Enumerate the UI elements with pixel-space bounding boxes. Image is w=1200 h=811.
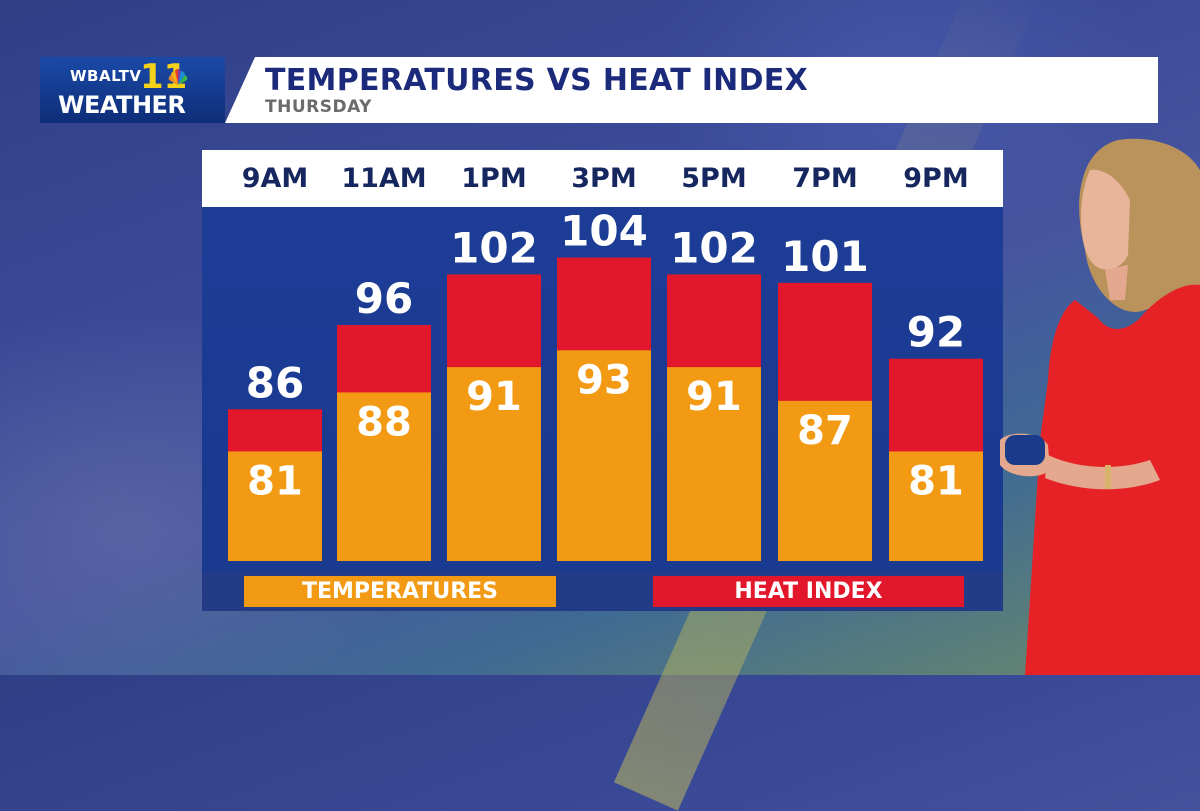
temperature-bar (778, 400, 872, 561)
time-label-11am: 11AM (341, 163, 427, 194)
logo-weather: WEATHER (58, 91, 186, 119)
heat-index-value-label: 101 (781, 232, 869, 281)
time-axis-row: 9AM 11AM 1PM 3PM 5PM 7PM 9PM (202, 150, 1003, 207)
temperature-value-label: 93 (576, 357, 632, 403)
temperature-bar (337, 392, 431, 561)
heat-index-value-label: 104 (560, 207, 648, 256)
legend-heat-index: HEAT INDEX (653, 576, 964, 607)
legend-temperatures: TEMPERATURES (244, 576, 556, 607)
temperature-bar (667, 367, 761, 561)
chart-title: TEMPERATURES VS HEAT INDEX (265, 63, 809, 98)
graphic-header: WBALTV 11 WEATHER TEMPERATURES VS HEAT I… (40, 57, 1158, 123)
meteorologist-presenter (1000, 138, 1200, 675)
heat-index-value-label: 102 (450, 223, 538, 272)
time-label-1pm: 1PM (461, 163, 527, 194)
time-label-9am: 9AM (241, 163, 309, 194)
time-label-9pm: 9PM (903, 163, 969, 194)
bar-chart: 86 81 96 88 102 91 104 93 102 91 101 87 92 81 (228, 207, 983, 561)
peacock-icon (168, 68, 188, 85)
heat-index-value-label: 86 (246, 358, 304, 407)
temperature-value-label: 87 (797, 408, 853, 454)
temperature-value-label: 91 (686, 374, 742, 420)
temperature-value-label: 91 (466, 374, 522, 420)
time-label-7pm: 7PM (792, 163, 858, 194)
temperature-bar (228, 451, 322, 561)
chart-panel: 9AM 11AM 1PM 3PM 5PM 7PM 9PM 86 81 96 88 102 91 104 9… (202, 150, 1003, 611)
temperature-value-label: 81 (247, 458, 303, 504)
temperature-bar (889, 451, 983, 561)
station-logo: WBALTV 11 WEATHER (40, 57, 225, 123)
heat-index-value-label: 96 (355, 274, 413, 323)
heat-index-value-label: 102 (670, 223, 758, 272)
heat-index-value-label: 92 (907, 308, 965, 357)
title-banner: TEMPERATURES VS HEAT INDEX THURSDAY (225, 57, 1158, 123)
temperature-bar (557, 350, 651, 561)
logo-callsign: WBALTV (70, 67, 142, 85)
time-label-3pm: 3PM (571, 163, 637, 194)
temperature-value-label: 88 (356, 399, 412, 445)
temperature-bar (447, 367, 541, 561)
plot-area: 86 81 96 88 102 91 104 93 102 91 101 87 92 81 (202, 207, 1003, 572)
time-label-5pm: 5PM (681, 163, 747, 194)
chart-subtitle: THURSDAY (265, 97, 372, 117)
legend: TEMPERATURES HEAT INDEX (202, 572, 1003, 611)
temperature-value-label: 81 (908, 458, 964, 504)
